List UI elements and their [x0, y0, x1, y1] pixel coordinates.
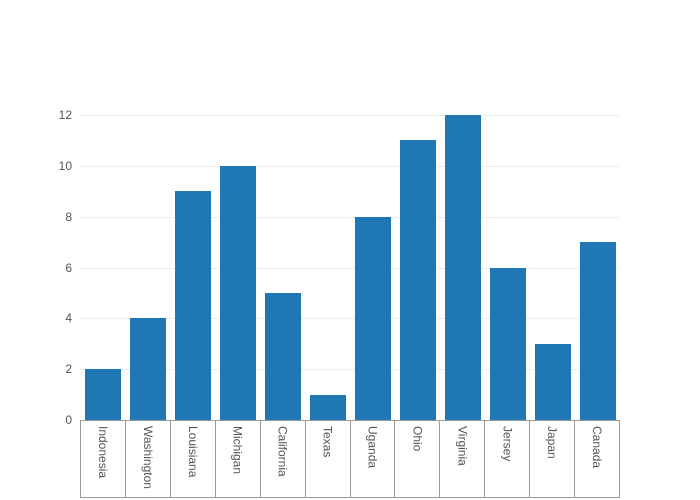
gridline-y-4: [80, 318, 620, 320]
x-axis-category-label: Indonesia: [95, 426, 110, 479]
x-axis-category-cell: Uganda: [351, 421, 396, 497]
x-axis-category-cell: Canada: [575, 421, 621, 497]
x-axis-category-cell: Japan: [530, 421, 576, 497]
y-tick-label: 10: [58, 158, 72, 173]
bar-ohio[interactable]: [399, 140, 436, 420]
x-axis-category-cell: Indonesia: [81, 421, 126, 497]
y-tick-label: 0: [65, 413, 72, 427]
x-axis-category-label: Uganda: [365, 426, 380, 469]
bar-jersey[interactable]: [489, 267, 526, 420]
x-axis-category-cell: Louisiana: [171, 421, 216, 497]
x-axis-category-cell: Jersey: [485, 421, 531, 497]
bar-california[interactable]: [264, 292, 301, 420]
x-axis-category-label: Canada: [590, 426, 605, 469]
gridline-y-10: [80, 165, 620, 167]
x-axis-category-label: Texas: [320, 426, 335, 458]
x-axis-category-label: Japan: [545, 426, 560, 459]
x-axis-category-label: Louisiana: [185, 426, 200, 478]
x-axis-category-label: Ohio: [410, 426, 425, 452]
x-axis-category-label: California: [275, 426, 290, 477]
gridline-y-12: [80, 115, 620, 116]
y-tick-label: 6: [65, 260, 72, 275]
x-axis-category-cell: Texas: [306, 421, 351, 497]
y-tick-label: 8: [65, 209, 72, 224]
x-axis-category-cell: Washington: [126, 421, 171, 497]
x-axis-category-label: Jersey: [500, 426, 515, 462]
gridline-y-6: [80, 267, 620, 269]
bar-indonesia[interactable]: [84, 369, 121, 420]
x-axis-category-label: Michigan: [230, 426, 245, 475]
x-axis-category-label: Virginia: [455, 426, 470, 466]
x-axis-category-label: Washington: [140, 426, 155, 489]
bar-louisiana[interactable]: [174, 191, 211, 420]
bar-uganda[interactable]: [354, 216, 391, 420]
x-axis-category-cell: Virginia: [440, 421, 486, 497]
bar-canada[interactable]: [579, 242, 616, 420]
gridline-y-8: [80, 216, 620, 218]
x-axis-category-cell: California: [261, 421, 306, 497]
y-tick-label: 2: [65, 362, 72, 377]
bar-texas[interactable]: [309, 394, 346, 420]
bar-washington[interactable]: [129, 318, 166, 420]
bar-virginia[interactable]: [444, 115, 481, 420]
x-axis-category-cell: Ohio: [395, 421, 441, 497]
x-axis-label-row: Indonesia Washington Louisiana Michigan Cali…: [80, 420, 621, 498]
y-tick-label: 4: [65, 311, 72, 326]
gridline-y-2: [80, 369, 620, 371]
bar-japan[interactable]: [534, 343, 571, 420]
x-axis-category-cell: Michigan: [216, 421, 261, 497]
bar-michigan[interactable]: [219, 165, 256, 420]
y-tick-label: 12: [58, 108, 72, 122]
